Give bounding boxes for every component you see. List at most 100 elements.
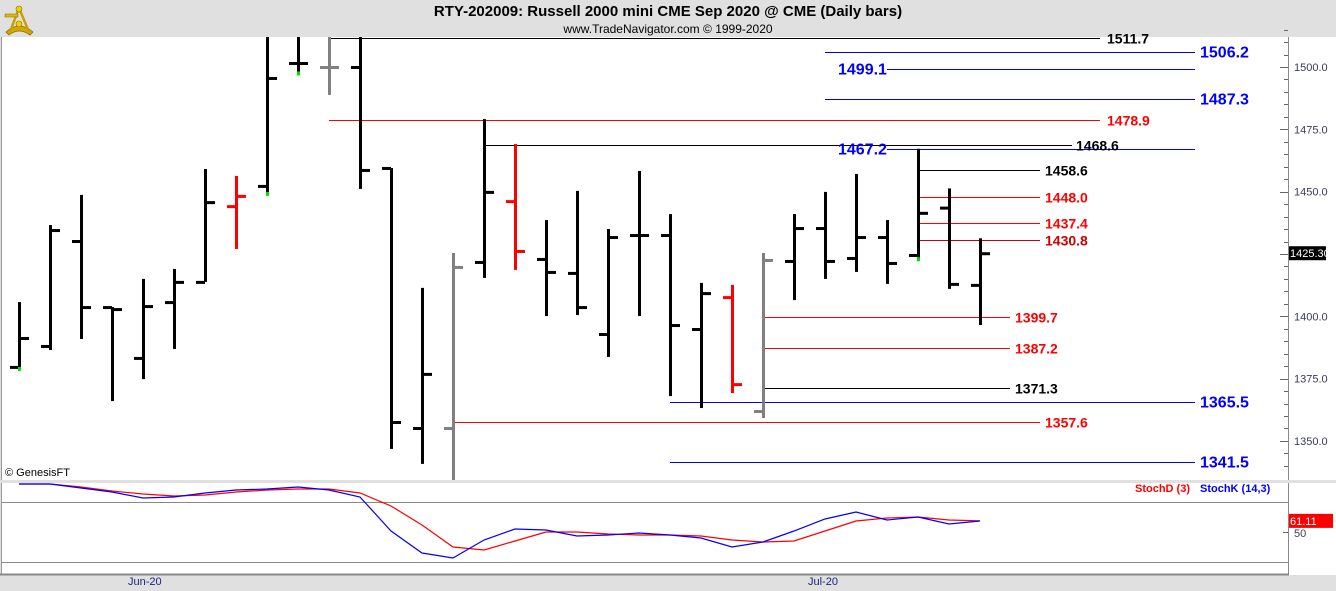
bar-range	[793, 214, 796, 301]
bar-range	[576, 190, 579, 316]
bar-range	[638, 170, 641, 317]
bar-open-tick	[289, 62, 298, 66]
ohlc-bar	[258, 37, 277, 196]
bar-close-tick	[950, 282, 959, 286]
y-tick-label: 1350.0	[1294, 436, 1328, 448]
stoch-last-value-label: 61.11	[1290, 516, 1317, 528]
bar-range	[700, 282, 703, 409]
bar-open-tick	[692, 328, 701, 332]
bar-open-tick	[165, 301, 174, 305]
bar-range	[483, 119, 486, 278]
bar-range	[390, 167, 393, 449]
bar-open-tick	[196, 280, 205, 284]
y-tick-label: 1400.0	[1294, 311, 1328, 323]
bar-close-tick	[82, 306, 91, 310]
bar-open-tick	[103, 306, 112, 310]
bar-open-tick	[134, 356, 143, 360]
bar-open-tick	[723, 296, 732, 300]
bar-open-tick	[382, 166, 391, 170]
bar-close-tick	[516, 249, 525, 253]
ohlc-bar	[847, 173, 866, 272]
ohlc-bar	[320, 37, 339, 95]
bar-range	[173, 268, 176, 349]
bar-open-tick	[351, 66, 360, 69]
bar-close-tick	[671, 324, 680, 328]
bar-range	[49, 225, 52, 350]
bar-open-tick	[971, 283, 980, 287]
ohlc-bar	[785, 214, 804, 301]
bar-range	[824, 191, 827, 279]
ohlc-bar	[289, 37, 308, 76]
level-label: 1399.7	[1015, 310, 1058, 326]
bar-close-tick	[795, 227, 804, 231]
y-tick-label: 1450.0	[1294, 187, 1328, 199]
ohlc-bar	[10, 302, 29, 371]
bar-open-tick	[475, 260, 484, 264]
bar-range	[669, 214, 672, 397]
bar-range	[328, 37, 331, 95]
level-label: 1499.1	[838, 62, 887, 79]
bar-close-tick	[764, 258, 773, 262]
bar-open-tick	[661, 234, 670, 238]
level-label: 1511.7	[1107, 31, 1149, 47]
level-label: 1448.0	[1045, 190, 1088, 206]
level-label: 1357.6	[1045, 415, 1088, 431]
bar-close-tick	[268, 76, 277, 80]
bar-open-tick	[878, 236, 887, 240]
ohlc-bar	[72, 194, 91, 339]
bar-close-tick	[609, 236, 618, 240]
bar-close-tick	[454, 265, 463, 269]
ohlc-bar	[506, 144, 525, 270]
level-label: 1365.5	[1200, 395, 1249, 412]
ohlc-bar	[661, 214, 680, 397]
bar-range	[948, 188, 951, 289]
copyright-label: © GenesisFT	[5, 467, 70, 479]
last-price-box	[1289, 246, 1326, 261]
ohlc-bar	[754, 252, 773, 419]
bar-close-tick	[206, 201, 215, 205]
ohlc-bar	[196, 168, 215, 284]
legend-stochd: StochD (3)	[1135, 483, 1190, 495]
bar-close-tick	[981, 252, 990, 256]
level-label: 1458.6	[1045, 163, 1088, 179]
bar-range	[917, 148, 920, 261]
level-label: 1487.3	[1200, 92, 1249, 109]
ohlc-bar	[41, 225, 60, 350]
ohlc-bar	[971, 238, 990, 326]
ohlc-bar	[537, 220, 556, 317]
bar-open-tick	[444, 426, 453, 430]
y-tick-label: 1375.0	[1294, 374, 1328, 386]
bar-range	[80, 194, 83, 339]
stoch-last-value-box	[1289, 513, 1333, 528]
bar-close-tick	[702, 292, 711, 296]
bar-close-tick	[51, 229, 60, 233]
bar-open-tick	[227, 205, 236, 209]
bar-close-tick	[20, 336, 29, 340]
bar-open-tick	[72, 240, 81, 244]
bar-close-tick	[857, 236, 866, 240]
bar-close-tick	[361, 168, 370, 172]
last-price-label: 1425.30	[1290, 248, 1330, 260]
ohlc-bar	[134, 278, 153, 380]
legend-stochk: StochK (14,3)	[1200, 483, 1271, 495]
bar-open-tick	[41, 344, 50, 348]
bar-close-tick	[640, 234, 649, 238]
level-label: 1467.2	[838, 142, 887, 159]
bar-close-tick	[919, 211, 928, 215]
bar-open-tick	[909, 253, 918, 257]
bar-range	[18, 302, 21, 370]
price-plot-area	[2, 37, 1288, 480]
bar-marker	[297, 71, 300, 76]
level-label: 1478.9	[1107, 113, 1150, 129]
bar-close-tick	[113, 308, 122, 312]
bar-open-tick	[258, 184, 267, 188]
stoch-axis-area	[1288, 483, 1336, 575]
bar-range	[235, 175, 238, 249]
ohlc-bar	[382, 166, 401, 449]
ohlc-bar	[444, 252, 463, 480]
ohlc-bar	[816, 191, 835, 279]
ohlc-bar	[475, 119, 494, 278]
bar-open-tick	[785, 259, 794, 263]
ohlc-bar	[599, 229, 618, 357]
